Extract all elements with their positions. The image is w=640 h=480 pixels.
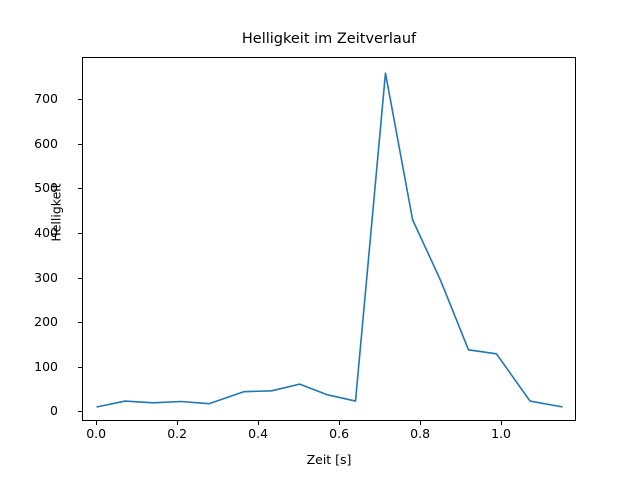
- x-tick-mark: [501, 421, 503, 425]
- brightness-series-line: [96, 72, 563, 408]
- y-tick-mark: [78, 188, 82, 190]
- y-tick-mark: [78, 143, 82, 145]
- y-tick-mark: [78, 232, 82, 234]
- x-tick-label: 0.8: [410, 426, 431, 441]
- x-tick-label: 0.2: [167, 426, 188, 441]
- y-tick-label: 200: [34, 314, 58, 330]
- y-tick-label: 700: [34, 91, 58, 107]
- x-tick-label: 0.4: [248, 426, 269, 441]
- y-tick-label: 100: [34, 358, 58, 374]
- y-tick-mark: [78, 99, 82, 101]
- y-tick-mark: [78, 277, 82, 279]
- chart-title: Helligkeit im Zeitverlauf: [241, 31, 417, 47]
- x-tick-mark: [258, 421, 260, 425]
- y-tick-mark: [78, 411, 82, 413]
- data-line-plot: [96, 72, 563, 408]
- y-tick-label: 600: [34, 135, 58, 151]
- y-tick-label: 500: [34, 180, 58, 196]
- x-axis-label: Zeit [s]: [306, 452, 352, 467]
- plot-axes-area: [82, 57, 576, 421]
- y-tick-mark: [78, 322, 82, 324]
- x-tick-label: 1.0: [491, 426, 512, 441]
- y-tick-mark: [78, 366, 82, 368]
- x-tick-label: 0.0: [86, 426, 107, 441]
- x-tick-label: 0.6: [329, 426, 350, 441]
- x-tick-mark: [177, 421, 179, 425]
- y-tick-label: 300: [34, 269, 58, 285]
- x-tick-mark: [96, 421, 98, 425]
- x-tick-mark: [339, 421, 341, 425]
- y-tick-label: 400: [34, 224, 58, 240]
- x-tick-mark: [420, 421, 422, 425]
- y-tick-label: 0: [50, 403, 58, 419]
- y-axis-label: Helligkeit: [48, 183, 64, 242]
